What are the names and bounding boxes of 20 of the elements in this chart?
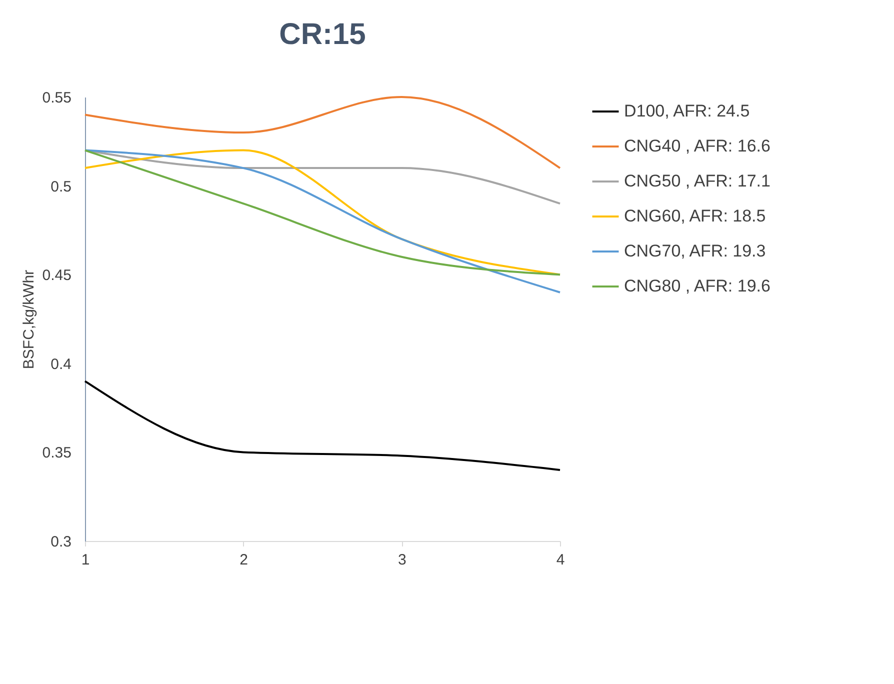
legend-label: CNG80 , AFR: 19.6 [624, 276, 770, 296]
y-tick-label: 0.55 [42, 90, 72, 106]
y-tick-label: 0.3 [50, 534, 72, 550]
legend-label: CNG70, AFR: 19.3 [624, 242, 766, 260]
legend-label: CNG40 , AFR: 16.6 [624, 136, 770, 156]
x-tick-label: 3 [398, 552, 406, 568]
line-series [84, 96, 561, 170]
y-tick-label: 0.5 [50, 178, 72, 196]
y-tick-label: 0.35 [42, 444, 72, 462]
x-tick-label: 4 [556, 552, 565, 568]
legend-label: D100, AFR: 24.5 [624, 102, 750, 120]
y-tick-label: 0.4 [50, 356, 72, 373]
y-axis-title: BSFC,kg/kWhr [20, 270, 38, 370]
y-tick-label: 0.45 [42, 267, 72, 284]
x-tick-label: 1 [81, 552, 90, 568]
chart-title: CR:15 [279, 18, 366, 51]
line-series [84, 380, 561, 471]
x-tick-label: 2 [240, 552, 248, 568]
legend-label: CNG50 , AFR: 17.1 [624, 172, 770, 190]
legend-label: CNG60, AFR: 18.5 [624, 206, 766, 226]
